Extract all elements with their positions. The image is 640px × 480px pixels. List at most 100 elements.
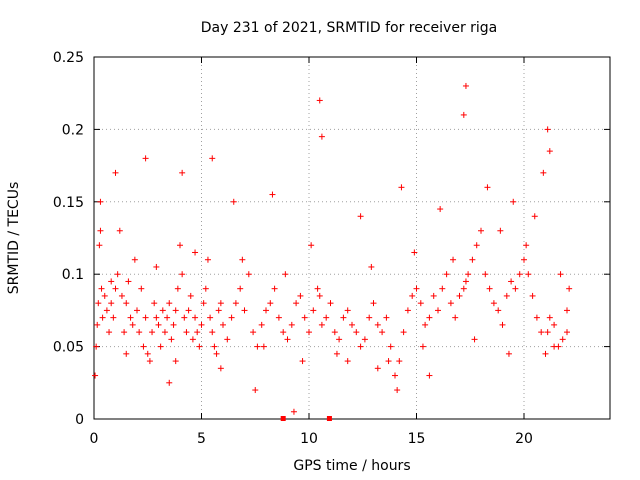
data-point: [478, 227, 484, 234]
data-point: [426, 372, 433, 379]
data-point: [529, 292, 536, 299]
data-point: [374, 365, 381, 372]
data-point: [134, 307, 140, 314]
data-point: [106, 329, 113, 336]
data-point: [460, 285, 467, 292]
data-point: [127, 314, 134, 321]
data-point: [196, 343, 203, 350]
data-point: [192, 249, 199, 256]
data-point: [228, 314, 235, 321]
data-point: [357, 213, 364, 220]
data-point: [559, 336, 566, 343]
data-point: [200, 300, 207, 307]
data-point: [308, 242, 315, 249]
data-point: [181, 314, 188, 321]
data-point: [159, 307, 166, 314]
data-point: [379, 329, 386, 336]
data-point: [564, 329, 570, 336]
data-point: [361, 336, 368, 343]
data-point: [267, 300, 274, 307]
data-point: [174, 285, 181, 292]
data-point: [301, 314, 308, 321]
data-point: [419, 343, 426, 350]
data-point: [411, 249, 418, 256]
data-point: [202, 285, 209, 292]
data-point: [368, 263, 375, 270]
data-point: [172, 358, 179, 365]
data-point: [92, 372, 99, 379]
data-point: [271, 285, 278, 292]
data-point: [394, 387, 401, 394]
data-point: [314, 285, 321, 292]
data-point: [142, 155, 149, 162]
data-point: [232, 300, 239, 307]
data-point: [336, 336, 343, 343]
data-point: [497, 227, 504, 234]
data-point: [495, 307, 502, 314]
data-point: [151, 300, 158, 307]
data-point: [327, 300, 334, 307]
data-point: [108, 278, 115, 285]
data-point: [533, 314, 540, 321]
data-point: [323, 314, 330, 321]
data-point: [96, 242, 103, 249]
x-tick-label: 15: [408, 431, 426, 447]
data-point: [510, 198, 517, 205]
data-point: [398, 184, 405, 191]
data-point: [447, 300, 454, 307]
data-point: [531, 213, 538, 220]
y-tick-label: 0.05: [53, 340, 84, 356]
data-point: [99, 314, 106, 321]
data-point: [544, 126, 551, 133]
data-point: [98, 285, 105, 292]
data-point: [241, 307, 248, 314]
data-point: [435, 307, 441, 314]
data-point: [508, 278, 515, 285]
data-point: [194, 329, 201, 336]
ground-marker: [326, 416, 332, 421]
data-point: [318, 321, 325, 328]
data-point: [344, 358, 351, 365]
data-point: [140, 343, 147, 350]
data-point: [239, 256, 246, 263]
data-point: [170, 321, 177, 328]
data-point: [131, 256, 138, 263]
data-point: [144, 350, 151, 357]
y-tick-label: 0: [75, 412, 84, 428]
data-point: [340, 314, 347, 321]
data-point: [207, 314, 214, 321]
data-point: [187, 292, 194, 299]
data-point: [101, 292, 108, 299]
data-point: [426, 314, 433, 321]
data-point: [409, 292, 416, 299]
data-point: [123, 300, 130, 307]
data-point: [153, 263, 160, 270]
data-point: [484, 184, 491, 191]
data-point: [136, 329, 143, 336]
data-point: [316, 97, 323, 104]
data-point: [557, 271, 564, 278]
data-point: [209, 329, 216, 336]
x-axis-label: GPS time / hours: [293, 458, 410, 474]
data-point: [344, 307, 351, 314]
data-point: [540, 169, 547, 176]
data-point: [157, 343, 164, 350]
data-point: [460, 111, 467, 118]
data-point: [220, 321, 226, 328]
data-point: [516, 271, 523, 278]
data-point: [125, 278, 132, 285]
data-point: [280, 329, 287, 336]
data-point: [544, 329, 551, 336]
ground-markers: [280, 416, 332, 421]
data-point: [123, 350, 130, 357]
data-point: [138, 285, 145, 292]
data-point: [155, 321, 162, 328]
data-point: [288, 321, 295, 328]
data-point: [230, 198, 237, 205]
data-point: [370, 300, 377, 307]
data-point: [473, 242, 480, 249]
y-tick-label: 0.1: [62, 267, 84, 283]
data-point: [217, 300, 224, 307]
data-point: [290, 408, 297, 415]
data-point: [213, 350, 220, 357]
